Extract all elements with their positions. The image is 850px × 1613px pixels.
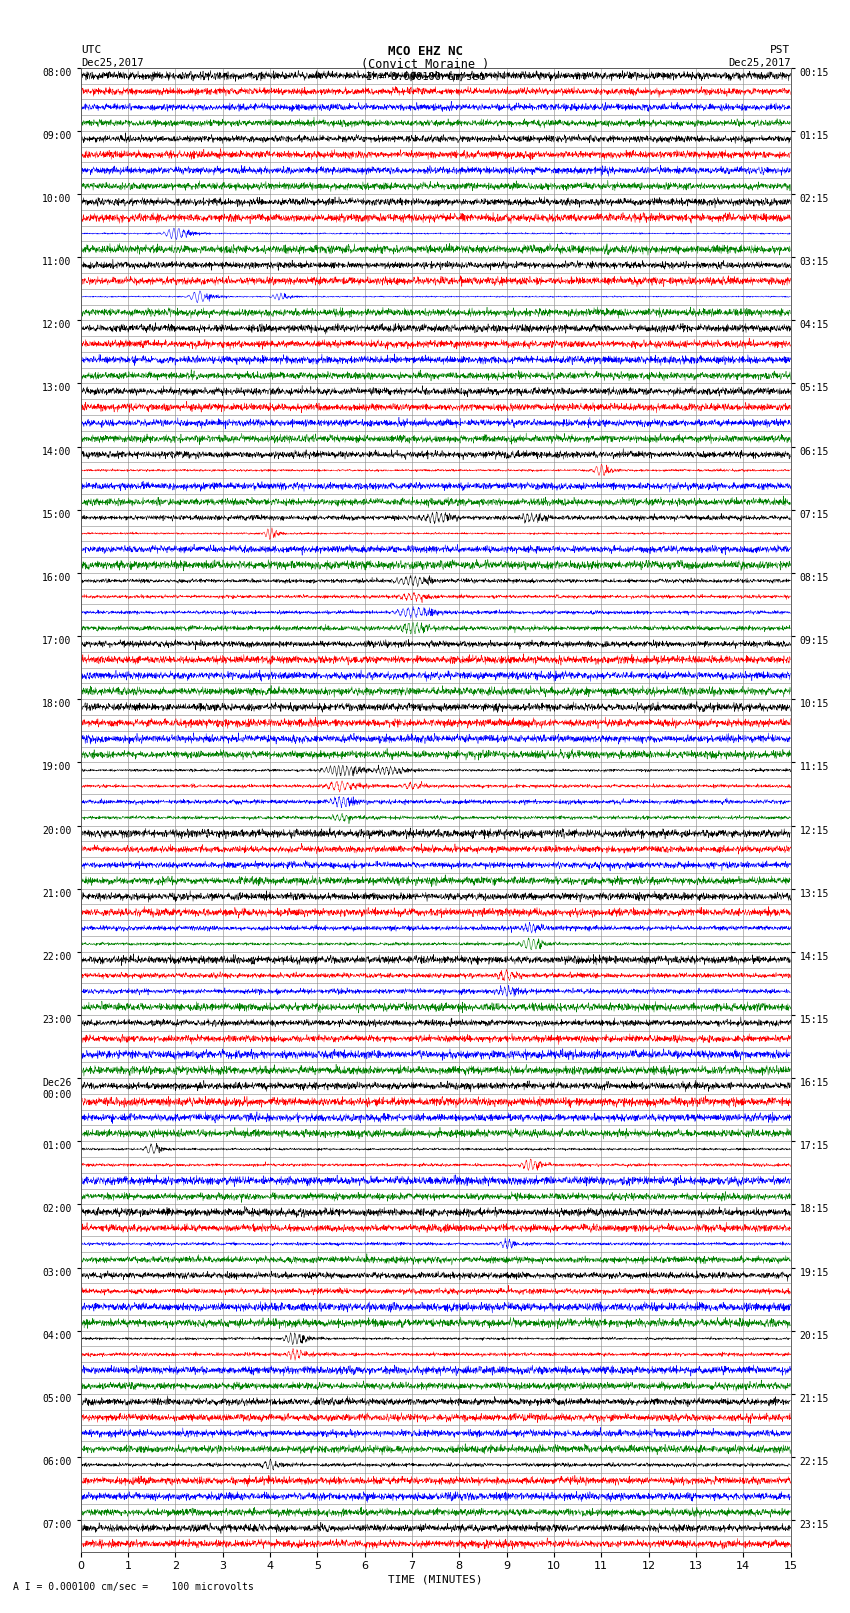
Text: A I = 0.000100 cm/sec =    100 microvolts: A I = 0.000100 cm/sec = 100 microvolts — [13, 1582, 253, 1592]
Text: (Convict Moraine ): (Convict Moraine ) — [361, 58, 489, 71]
Text: I = 0.000100 cm/sec: I = 0.000100 cm/sec — [366, 73, 484, 82]
Text: PST: PST — [770, 45, 790, 55]
Text: Dec25,2017: Dec25,2017 — [81, 58, 144, 68]
X-axis label: TIME (MINUTES): TIME (MINUTES) — [388, 1574, 483, 1584]
Text: MCO EHZ NC: MCO EHZ NC — [388, 45, 462, 58]
Text: Dec25,2017: Dec25,2017 — [728, 58, 791, 68]
Text: UTC: UTC — [81, 45, 101, 55]
